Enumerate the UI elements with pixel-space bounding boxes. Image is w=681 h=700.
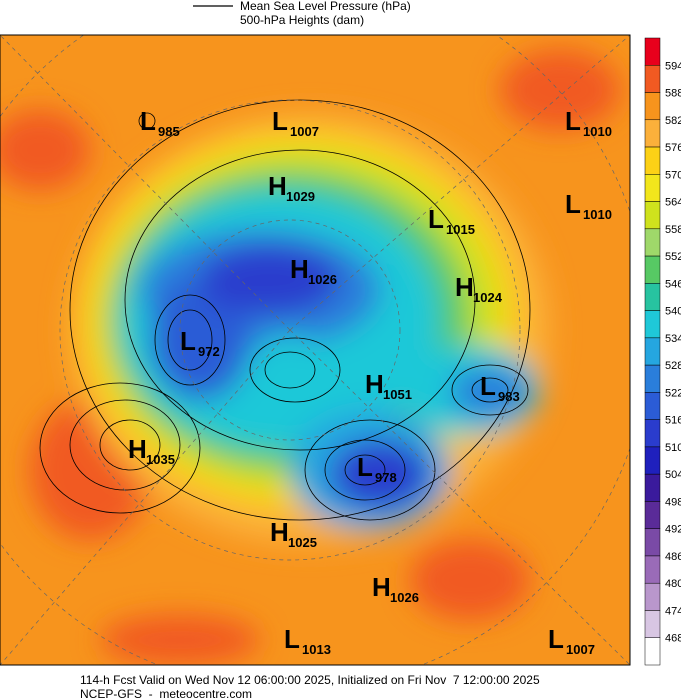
colorbar-label: 528 xyxy=(665,360,681,372)
center-pressure: 978 xyxy=(375,470,397,485)
center-kind: L xyxy=(565,106,581,136)
center-pressure: 1010 xyxy=(583,207,612,222)
footer-valid: 114-h Fcst Valid on Wed Nov 12 06:00:00 … xyxy=(80,673,540,687)
colorbar-label: 474 xyxy=(665,605,681,617)
center-kind: H xyxy=(455,272,474,302)
center-kind: L xyxy=(548,624,564,654)
colorbar-label: 552 xyxy=(665,251,681,263)
colorbar-box xyxy=(644,446,661,475)
center-pressure: 1007 xyxy=(290,124,319,139)
center-pressure: 1015 xyxy=(446,222,475,237)
colorbar-label: 540 xyxy=(665,306,681,318)
colorbar-label: 570 xyxy=(665,169,681,181)
colorbar-box xyxy=(644,501,661,529)
colorbar-box xyxy=(644,201,661,230)
center-kind: L xyxy=(480,371,496,401)
colorbar-label: 576 xyxy=(665,142,681,154)
colorbar-box xyxy=(644,337,661,366)
colorbar-box xyxy=(644,528,661,557)
colorbar-label: 468 xyxy=(665,633,681,645)
center-pressure: 1010 xyxy=(583,124,612,139)
center-pressure: 1013 xyxy=(302,642,331,657)
center-kind: H xyxy=(270,517,289,547)
center-pressure: 1024 xyxy=(473,290,503,305)
colorbar-label: 564 xyxy=(665,197,681,209)
colorbar-label: 582 xyxy=(665,115,681,127)
center-kind: H xyxy=(268,171,287,201)
center-pressure: 1026 xyxy=(308,272,337,287)
colorbar-box xyxy=(644,582,661,611)
center-pressure: 1025 xyxy=(288,535,317,550)
center-kind: H xyxy=(372,572,391,602)
center-kind: L xyxy=(180,326,196,356)
colorbar-box xyxy=(644,364,661,393)
center-pressure: 1051 xyxy=(383,387,412,402)
center-pressure: 985 xyxy=(158,124,180,139)
center-kind: L xyxy=(272,106,288,136)
center-pressure: 1026 xyxy=(390,590,419,605)
map-frame xyxy=(0,34,631,666)
center-kind: H xyxy=(128,434,147,464)
center-pressure: 983 xyxy=(498,389,520,404)
center-pressure: 1035 xyxy=(146,452,175,467)
center-kind: H xyxy=(290,254,309,284)
colorbar-box xyxy=(644,65,661,93)
colorbar-box xyxy=(644,37,661,66)
legend-item: Mean Sea Level Pressure (hPa) xyxy=(240,0,411,13)
colorbar-label: 534 xyxy=(665,333,681,345)
colorbar-label: 480 xyxy=(665,578,681,590)
colorbar-box xyxy=(644,228,661,257)
colorbar-box xyxy=(644,119,661,148)
colorbar-box xyxy=(644,310,661,339)
colorbar-label: 546 xyxy=(665,278,681,290)
center-pressure: 1007 xyxy=(566,642,595,657)
footer-source: NCEP-GFS - meteocentre.com xyxy=(80,687,252,700)
colorbar-label: 588 xyxy=(665,88,681,100)
colorbar-label: 522 xyxy=(665,387,681,399)
colorbar-label: 492 xyxy=(665,524,681,536)
legend-item: 500-hPa Heights (dam) xyxy=(240,13,364,27)
center-pressure: 972 xyxy=(198,344,220,359)
colorbar-box xyxy=(644,392,661,420)
center-kind: L xyxy=(565,189,581,219)
center-kind: L xyxy=(140,106,156,136)
colorbar-box xyxy=(644,255,661,284)
colorbar-label: 486 xyxy=(665,551,681,563)
center-pressure: 1029 xyxy=(286,189,315,204)
colorbar-box xyxy=(644,473,661,502)
colorbar-box xyxy=(644,419,661,448)
colorbar-label: 498 xyxy=(665,496,681,508)
map-field xyxy=(0,35,630,665)
colorbar-box xyxy=(644,637,661,666)
colorbar-box xyxy=(644,174,661,202)
colorbar-box xyxy=(644,146,661,175)
colorbar-box xyxy=(644,555,661,584)
center-kind: L xyxy=(284,624,300,654)
center-kind: H xyxy=(365,369,384,399)
colorbar-label: 594 xyxy=(665,60,681,72)
center-kind: L xyxy=(428,204,444,234)
colorbar-box xyxy=(644,283,661,311)
center-kind: L xyxy=(357,452,373,482)
colorbar-label: 558 xyxy=(665,224,681,236)
colorbar-label: 516 xyxy=(665,415,681,427)
colorbar-label: 504 xyxy=(665,469,681,481)
colorbar-label: 510 xyxy=(665,442,681,454)
colorbar-box xyxy=(644,610,661,638)
colorbar-box xyxy=(644,92,661,121)
